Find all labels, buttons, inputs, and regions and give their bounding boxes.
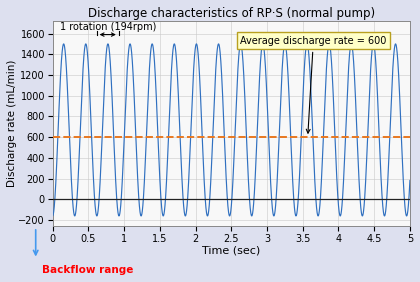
Title: Discharge characteristics of RP·S (normal pump): Discharge characteristics of RP·S (norma…: [88, 7, 375, 20]
Text: Average discharge rate = 600: Average discharge rate = 600: [240, 36, 386, 133]
Text: 1 rotation (194rpm): 1 rotation (194rpm): [60, 22, 156, 32]
X-axis label: Time (sec): Time (sec): [202, 245, 260, 255]
Y-axis label: Discharge rate (mL/min): Discharge rate (mL/min): [7, 60, 17, 187]
Text: Backflow range: Backflow range: [42, 265, 134, 275]
